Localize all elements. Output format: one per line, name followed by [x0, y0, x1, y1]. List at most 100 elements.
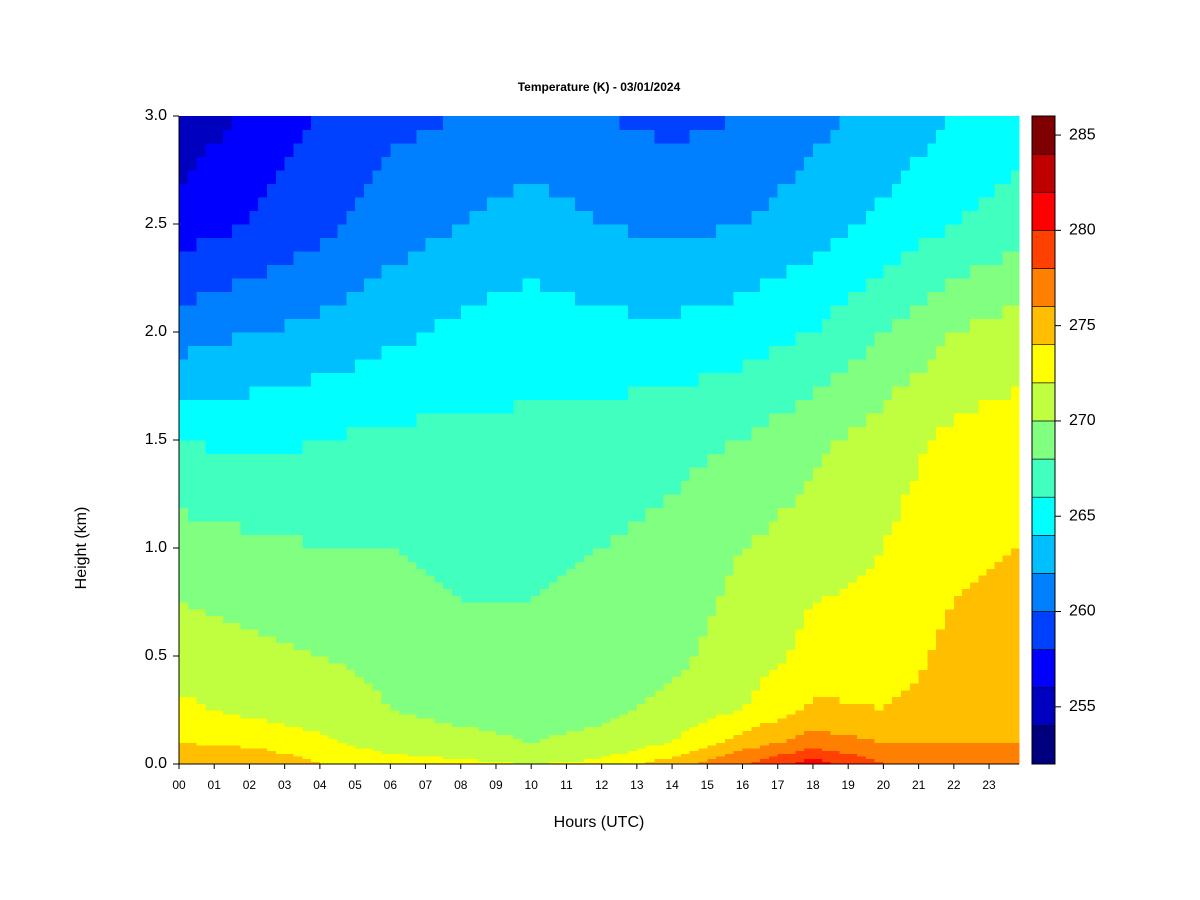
contour-cell [487, 726, 497, 731]
contour-cell [584, 467, 594, 482]
contour-cell [892, 467, 902, 482]
contour-cell [381, 332, 391, 347]
contour-cell [970, 747, 979, 752]
contour-cell [961, 581, 971, 590]
contour-cell [592, 440, 603, 455]
contour-cell [830, 689, 840, 698]
contour-cell [994, 718, 1004, 723]
contour-cell [619, 714, 629, 719]
contour-cell [636, 521, 647, 536]
contour-cell [707, 718, 717, 723]
contour-cell [469, 755, 479, 760]
contour-cell [504, 480, 515, 495]
contour-cell [513, 372, 523, 387]
contour-cell [231, 480, 242, 495]
contour-cell [548, 656, 559, 664]
contour-cell [249, 372, 259, 387]
contour-cell [513, 588, 523, 596]
contour-cell [425, 734, 435, 739]
contour-cell [258, 642, 268, 650]
contour-cell [407, 608, 418, 617]
contour-cell [672, 588, 682, 596]
contour-cell [355, 359, 365, 374]
contour-cell [874, 615, 885, 623]
contour-cell [416, 372, 427, 387]
contour-cell [557, 750, 568, 754]
contour-cell [434, 750, 444, 754]
contour-cell [187, 718, 198, 723]
contour-cell [716, 615, 726, 623]
contour-cell [337, 453, 347, 468]
contour-cell [584, 507, 594, 522]
contour-cell [953, 561, 963, 569]
contour-cell [698, 548, 708, 556]
contour-cell [1010, 534, 1020, 549]
contour-cell [812, 730, 823, 735]
contour-cell [1002, 722, 1012, 727]
contour-cell [399, 676, 409, 684]
contour-cell [978, 662, 988, 671]
contour-cell [187, 534, 198, 549]
contour-cell [328, 718, 339, 723]
contour-cell [804, 710, 814, 715]
contour-cell [821, 608, 832, 617]
contour-cell [909, 581, 920, 590]
contour-cell [724, 656, 735, 664]
contour-cell [381, 734, 391, 739]
contour-cell [936, 726, 946, 731]
contour-cell [865, 761, 876, 765]
contour-cell [777, 656, 788, 664]
contour-cell [839, 629, 849, 637]
contour-cell [760, 649, 770, 657]
contour-cell [592, 718, 603, 723]
contour-cell [478, 608, 488, 617]
contour-cell [901, 689, 911, 698]
contour-cell [381, 561, 391, 569]
contour-cell [909, 608, 920, 617]
contour-cell [249, 494, 259, 509]
contour-cell [927, 738, 937, 743]
contour-cell [390, 629, 400, 637]
contour-cell [540, 494, 550, 509]
contour-cell [821, 742, 832, 746]
contour-cell [707, 568, 717, 576]
contour-cell [986, 629, 996, 637]
contour-cell [495, 386, 506, 401]
contour-cell [179, 714, 189, 719]
contour-cell [575, 714, 585, 719]
contour-cell [883, 494, 893, 509]
contour-cell [839, 656, 849, 664]
contour-cell [601, 440, 612, 455]
contour-cell [961, 718, 971, 723]
contour-cell [883, 480, 893, 495]
contour-cell [311, 480, 321, 495]
contour-cell [434, 742, 444, 746]
contour-cell [390, 726, 400, 731]
contour-cell [584, 413, 594, 428]
contour-cell [531, 608, 541, 617]
contour-cell [830, 761, 840, 765]
contour-cell [504, 718, 515, 723]
contour-cell [478, 521, 488, 536]
contour-cell [311, 602, 321, 610]
contour-cell [179, 413, 189, 428]
contour-cell [531, 602, 541, 610]
contour-cell [557, 413, 568, 428]
contour-cell [407, 726, 418, 731]
contour-cell [328, 534, 339, 549]
contour-cell [619, 608, 629, 617]
contour-cell [742, 758, 752, 762]
contour-cell [416, 656, 427, 664]
contour-cell [751, 730, 761, 735]
contour-cell [337, 750, 347, 754]
contour-cell [399, 703, 409, 711]
contour-cell [460, 755, 471, 760]
contour-cell [619, 494, 629, 509]
contour-cell [337, 602, 347, 610]
contour-cell [478, 742, 488, 746]
contour-cell [390, 676, 400, 684]
contour-cell [548, 548, 559, 556]
contour-cell [478, 622, 488, 630]
contour-cell [355, 399, 365, 414]
contour-cell [258, 753, 268, 757]
